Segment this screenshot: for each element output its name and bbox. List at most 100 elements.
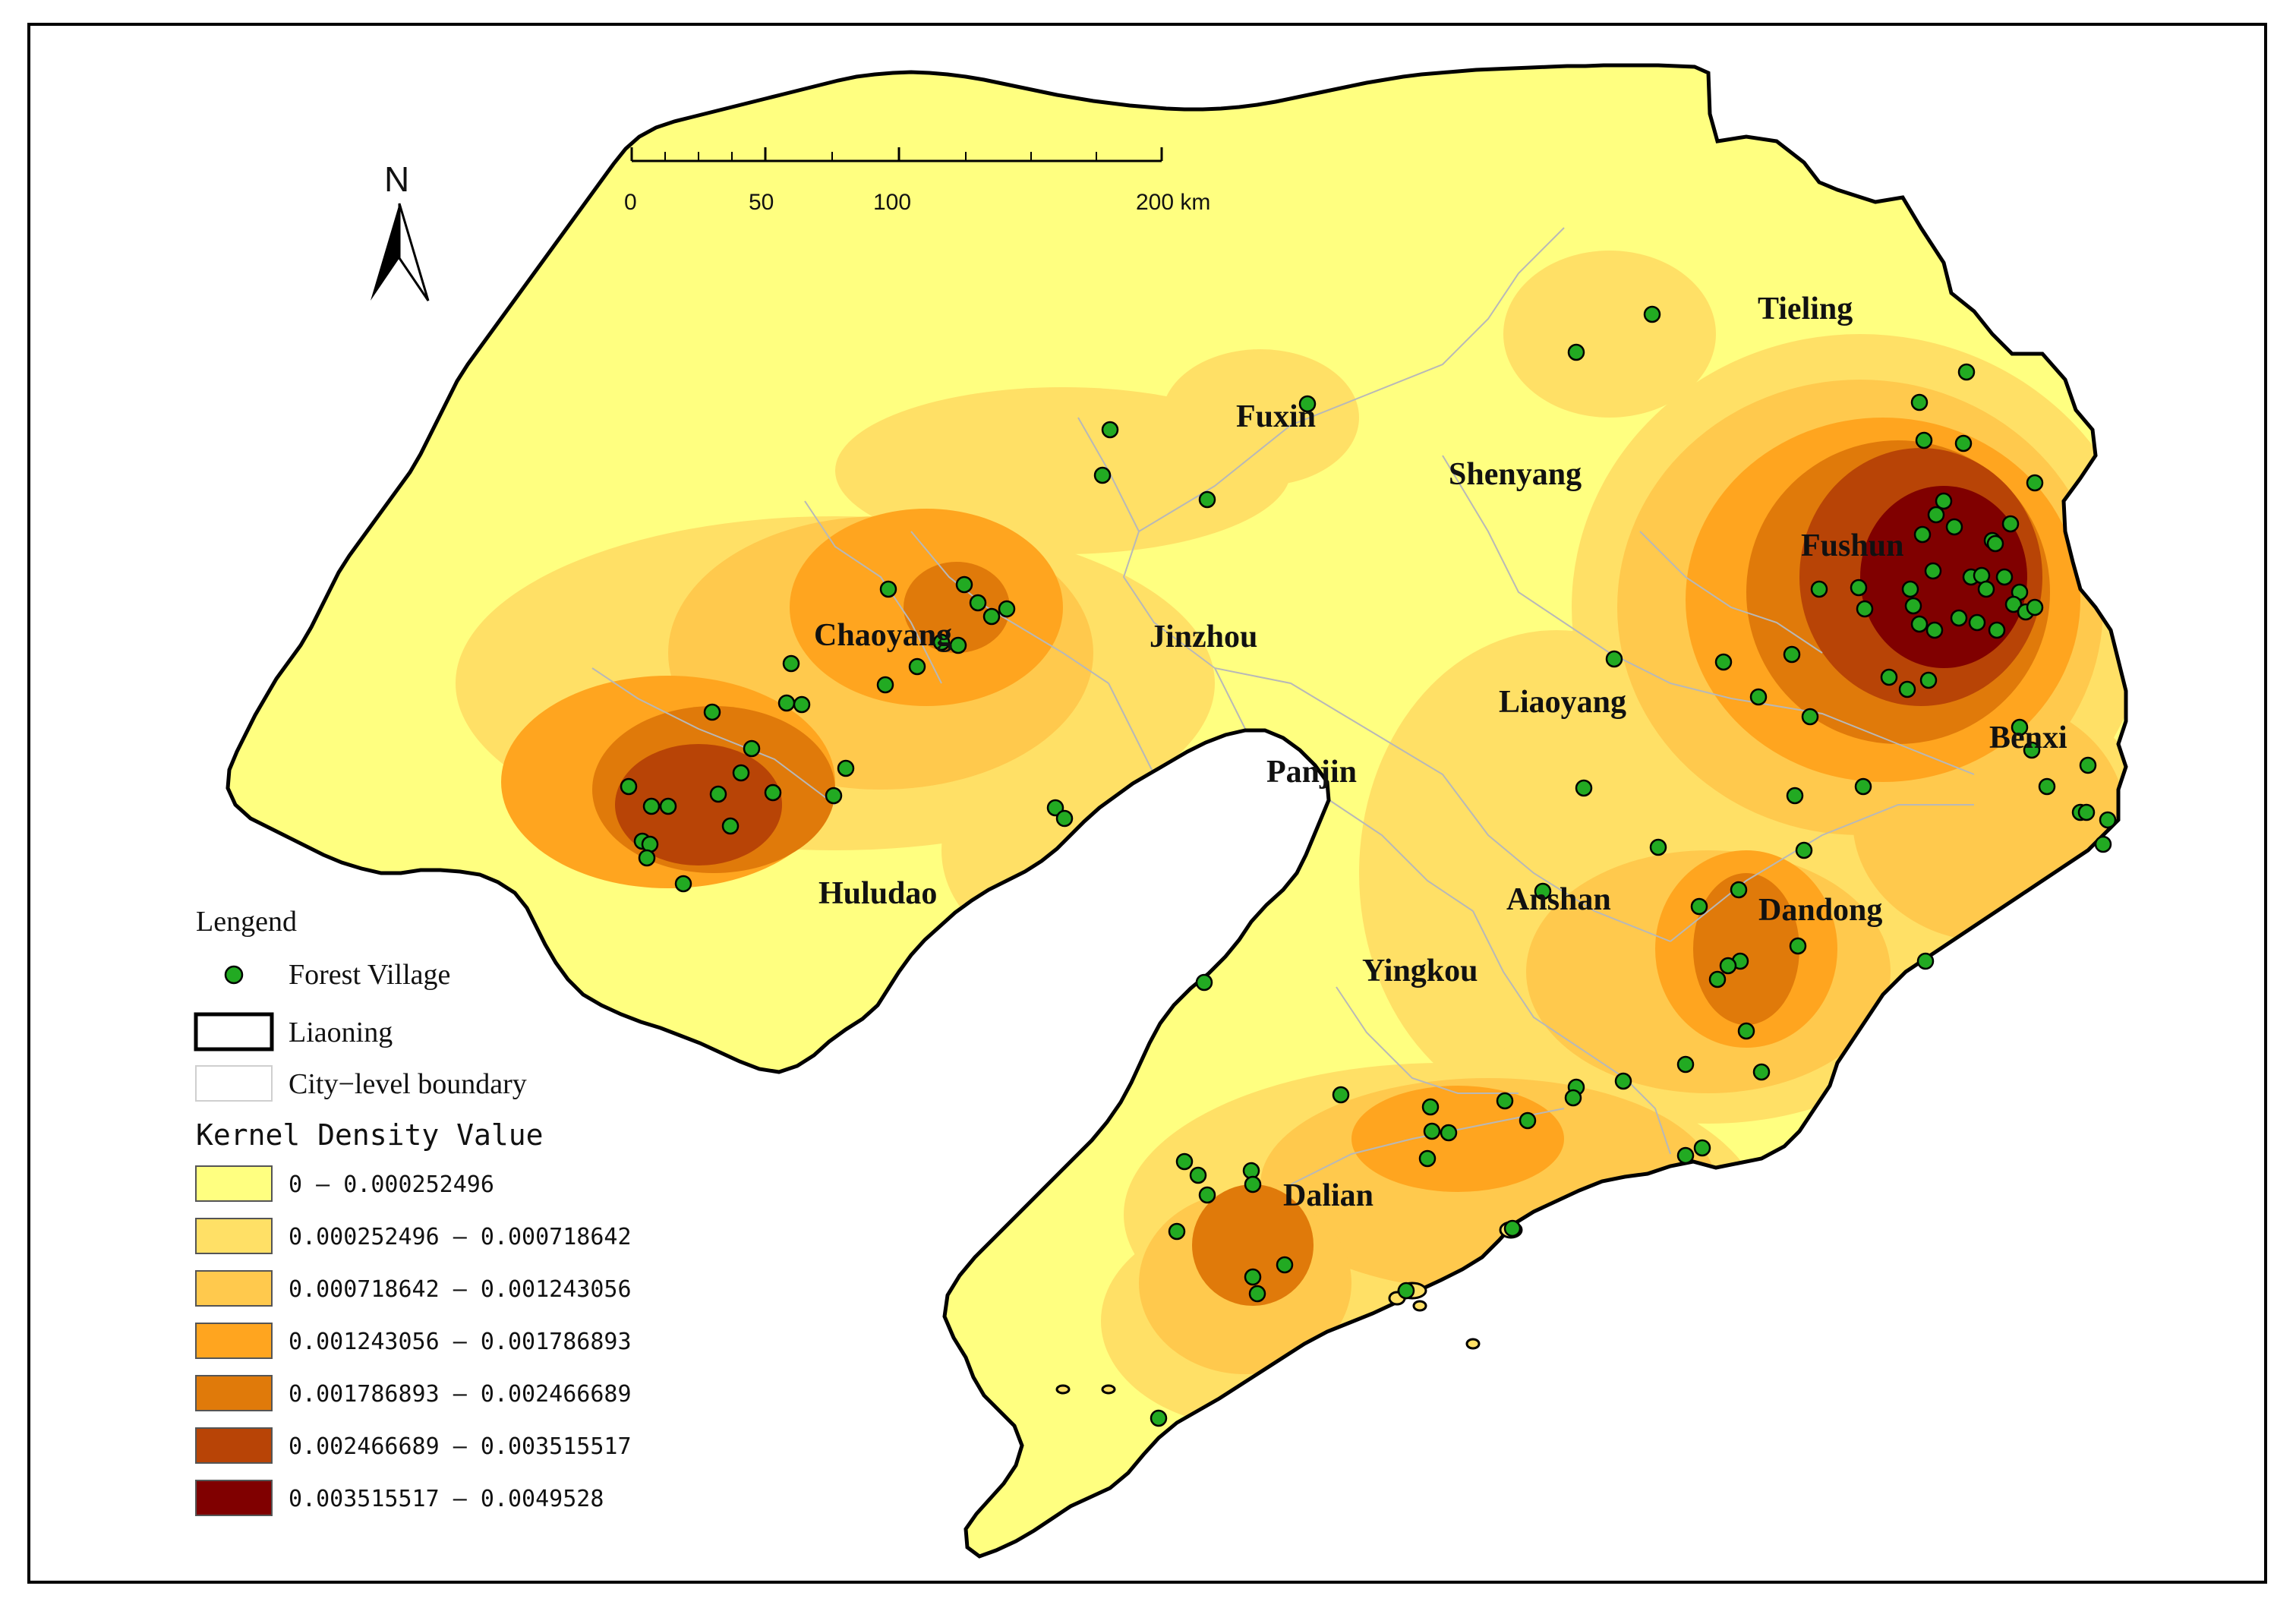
scale-tick-0: 0 xyxy=(624,190,637,215)
city-label-dalian: Dalian xyxy=(1283,1178,1374,1213)
forest-village-point xyxy=(1397,1282,1415,1300)
forest-village-point xyxy=(1954,434,1973,452)
forest-village-point xyxy=(1244,1268,1262,1286)
forest-village-point xyxy=(1421,1098,1440,1116)
legend-title: Lengend xyxy=(196,906,297,938)
legend-class-swatch xyxy=(195,1480,273,1516)
legend-class-range: 0.002466689 – 0.003515517 xyxy=(289,1433,632,1460)
forest-village-point xyxy=(1046,799,1064,817)
forest-village-point xyxy=(1913,525,1932,544)
forest-village-point xyxy=(641,835,659,853)
city-label-panjin: Panjin xyxy=(1266,755,1357,790)
forest-village-point xyxy=(1534,882,1552,900)
forest-village-point xyxy=(1519,1111,1537,1130)
forest-village-point xyxy=(703,703,721,721)
legend-class-swatch xyxy=(195,1375,273,1411)
forest-village-point xyxy=(1168,1222,1186,1241)
forest-village-point xyxy=(674,875,692,893)
city-label-huludao: Huludao xyxy=(818,876,937,911)
forest-village-point xyxy=(2001,515,2020,533)
legend-class-range: 0.003515517 – 0.0049528 xyxy=(289,1486,604,1512)
forest-village-point xyxy=(782,654,800,673)
forest-village-point xyxy=(1496,1092,1514,1110)
forest-village-point xyxy=(1150,1409,1168,1427)
forest-village-point xyxy=(949,636,967,654)
legend-class-range: 0.000718642 – 0.001243056 xyxy=(289,1276,632,1303)
city-label-jinzhou: Jinzhou xyxy=(1150,620,1257,654)
forest-village-point xyxy=(1783,645,1801,664)
forest-village-point xyxy=(1988,621,2006,639)
forest-village-point xyxy=(1901,580,1919,598)
forest-village-point xyxy=(1916,952,1935,970)
forest-village-point xyxy=(1786,787,1804,805)
forest-village-point xyxy=(2023,741,2041,759)
legend-province-label: Liaoning xyxy=(289,1017,393,1048)
forest-village-point xyxy=(1719,957,1737,975)
city-label-liaoyang: Liaoyang xyxy=(1499,685,1626,720)
forest-village-point xyxy=(721,817,740,835)
forest-village-point xyxy=(638,849,656,867)
forest-village-point xyxy=(1904,597,1922,615)
forest-village-point xyxy=(1854,777,1872,796)
legend-class-range: 0 – 0.000252496 xyxy=(289,1171,494,1198)
forest-village-point xyxy=(932,633,951,651)
city-label-yingkou: Yingkou xyxy=(1362,954,1478,988)
legend-village-label: Forest Village xyxy=(289,959,450,991)
forest-village-point xyxy=(1101,421,1119,439)
forest-village-point xyxy=(1925,621,1944,639)
forest-village-point xyxy=(1298,395,1317,413)
forest-village-point xyxy=(1195,973,1213,992)
forest-village-point xyxy=(1737,1022,1755,1040)
forest-village-point xyxy=(2079,756,2097,774)
forest-village-point xyxy=(2004,595,2023,613)
map-frame-border xyxy=(27,23,2267,1584)
forest-village-point xyxy=(1910,393,1929,411)
scale-tick-50: 50 xyxy=(749,190,774,215)
forest-village-point xyxy=(1880,668,1898,686)
city-label-benxi: Benxi xyxy=(1989,720,2067,755)
forest-village-point xyxy=(1752,1063,1771,1081)
forest-village-point xyxy=(1977,580,1995,598)
scale-tick-200: 200 km xyxy=(1136,190,1210,215)
forest-village-point xyxy=(1189,1166,1207,1184)
forest-village-point xyxy=(1749,688,1768,706)
legend-class-swatch xyxy=(195,1218,273,1254)
forest-village-point xyxy=(1789,937,1807,955)
city-label-anshan: Anshan xyxy=(1506,882,1611,917)
city-label-fushun: Fushun xyxy=(1801,528,1903,563)
forest-village-point xyxy=(2094,835,2112,853)
forest-village-point xyxy=(1418,1149,1437,1168)
forest-village-point xyxy=(1714,653,1733,671)
city-label-tieling: Tieling xyxy=(1758,292,1853,326)
forest-village-point xyxy=(1093,466,1112,484)
forest-village-point xyxy=(732,764,750,782)
north-arrow-label: N xyxy=(384,159,409,199)
forest-village-point xyxy=(998,600,1016,618)
forest-village-point xyxy=(1440,1124,1458,1142)
legend: Lengend Forest Village Liaoning City−lev… xyxy=(194,906,632,1516)
forest-village-point xyxy=(1927,506,1945,524)
forest-village-point xyxy=(1614,1072,1632,1090)
forest-village-point xyxy=(1810,580,1828,598)
forest-village-point xyxy=(1649,838,1667,856)
forest-village-point xyxy=(1708,970,1727,988)
forest-village-point xyxy=(1676,1055,1695,1074)
forest-village-point xyxy=(825,787,843,805)
forest-village-point xyxy=(777,694,796,712)
forest-village-point xyxy=(1986,534,2004,553)
forest-village-point xyxy=(982,607,1001,626)
city-label-dandong: Dandong xyxy=(1758,893,1882,928)
forest-village-point xyxy=(1957,363,1976,381)
forest-village-point xyxy=(1915,431,1933,449)
north-arrow: N xyxy=(371,159,430,301)
forest-village-point xyxy=(1795,841,1813,859)
forest-village-point xyxy=(1643,305,1661,323)
forest-village-point xyxy=(1898,680,1916,698)
forest-village-point xyxy=(1856,600,1874,618)
forest-village-point xyxy=(1693,1139,1711,1157)
forest-village-point xyxy=(2077,803,2096,821)
forest-villages xyxy=(620,305,2117,1427)
forest-village-point xyxy=(2099,811,2117,829)
forest-village-point xyxy=(1198,490,1216,509)
